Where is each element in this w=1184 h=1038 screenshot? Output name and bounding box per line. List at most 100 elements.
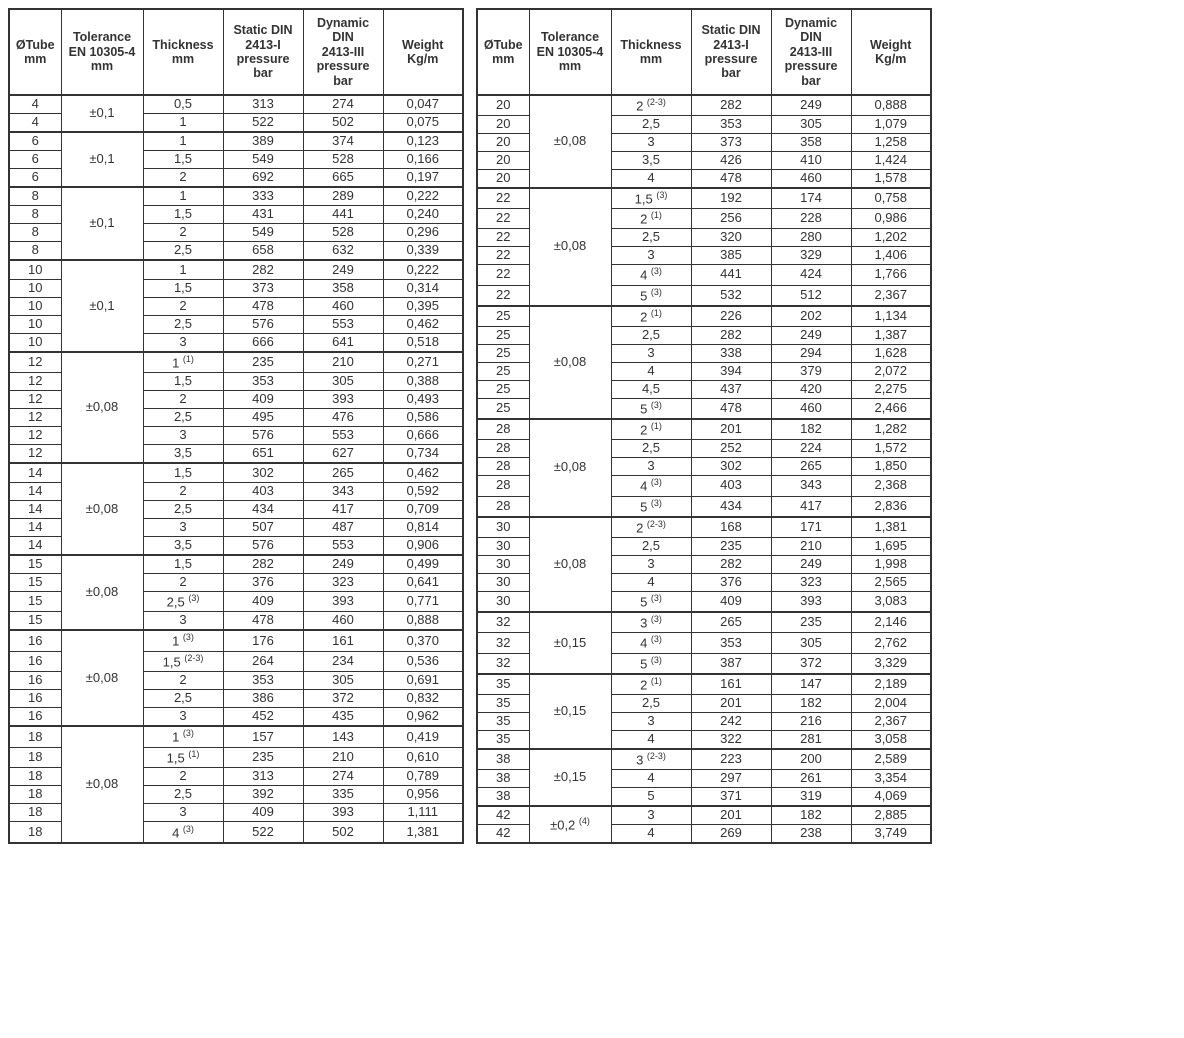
tube-diameter: 12 [9, 391, 61, 409]
weight-value: 0,197 [383, 169, 463, 188]
weight-value: 1,766 [851, 265, 931, 285]
tube-diameter: 15 [9, 591, 61, 611]
thickness: 2,5 [611, 327, 691, 345]
col-header: WeightKg/m [383, 9, 463, 95]
thickness: 3 (2-3) [611, 749, 691, 770]
thickness: 5 (3) [611, 653, 691, 674]
weight-value: 0,370 [383, 630, 463, 651]
tube-diameter: 20 [477, 95, 529, 116]
tube-diameter: 10 [9, 315, 61, 333]
tube-diameter: 28 [477, 496, 529, 517]
thickness: 3 [143, 518, 223, 536]
dynamic-value: 323 [303, 573, 383, 591]
thickness: 5 (3) [611, 398, 691, 419]
tube-diameter: 16 [9, 690, 61, 708]
dynamic-value: 393 [771, 591, 851, 612]
dynamic-value: 487 [303, 518, 383, 536]
dynamic-value: 379 [771, 362, 851, 380]
tolerance: ±0,15 [529, 612, 611, 674]
weight-value: 0,956 [383, 786, 463, 804]
dynamic-value: 249 [771, 555, 851, 573]
tube-diameter: 8 [9, 206, 61, 224]
weight-value: 3,083 [851, 591, 931, 612]
tube-diameter: 8 [9, 224, 61, 242]
weight-value: 1,134 [851, 306, 931, 327]
tube-diameter: 28 [477, 458, 529, 476]
tube-diameter: 6 [9, 169, 61, 188]
static-value: 522 [223, 822, 303, 843]
thickness: 1 [143, 113, 223, 132]
static-value: 297 [691, 770, 771, 788]
static-value: 389 [223, 132, 303, 151]
tolerance: ±0,15 [529, 749, 611, 806]
weight-value: 0,536 [383, 651, 463, 671]
static-value: 692 [223, 169, 303, 188]
dynamic-value: 274 [303, 768, 383, 786]
static-value: 409 [223, 391, 303, 409]
tube-diameter: 20 [477, 152, 529, 170]
thickness: 2,5 [143, 500, 223, 518]
static-value: 235 [691, 538, 771, 556]
weight-value: 0,395 [383, 297, 463, 315]
dynamic-value: 249 [303, 260, 383, 279]
tube-diameter: 10 [9, 279, 61, 297]
static-value: 322 [691, 731, 771, 749]
table-row: 14±0,081,53022650,462 [9, 463, 463, 482]
dynamic-value: 460 [771, 398, 851, 419]
dynamic-value: 460 [303, 612, 383, 631]
static-value: 256 [691, 209, 771, 229]
dynamic-value: 343 [303, 482, 383, 500]
weight-value: 0,493 [383, 391, 463, 409]
dynamic-value: 358 [303, 279, 383, 297]
tube-diameter: 30 [477, 517, 529, 538]
tube-diameter: 14 [9, 518, 61, 536]
thickness: 2,5 [611, 538, 691, 556]
tube-diameter: 16 [9, 708, 61, 727]
dynamic-value: 294 [771, 345, 851, 363]
dynamic-value: 182 [771, 806, 851, 824]
tolerance: ±0,2 (4) [529, 806, 611, 843]
tube-diameter: 35 [477, 674, 529, 695]
dynamic-value: 182 [771, 695, 851, 713]
table-row: 35±0,152 (1)1611472,189 [477, 674, 931, 695]
thickness: 2 (1) [611, 419, 691, 440]
tube-diameter: 22 [477, 209, 529, 229]
dynamic-value: 174 [771, 188, 851, 209]
weight-value: 0,758 [851, 188, 931, 209]
table-row: 28±0,082 (1)2011821,282 [477, 419, 931, 440]
spec-table-right: ØTubemmToleranceEN 10305-4mmThicknessmmS… [476, 8, 932, 844]
tube-diameter: 14 [9, 536, 61, 555]
tolerance: ±0,1 [61, 260, 143, 351]
thickness: 2 [143, 482, 223, 500]
tube-diameter: 18 [9, 786, 61, 804]
static-value: 353 [223, 373, 303, 391]
thickness: 1,5 [143, 279, 223, 297]
static-value: 394 [691, 362, 771, 380]
table-row: 22±0,081,5 (3)1921740,758 [477, 188, 931, 209]
tube-diameter: 32 [477, 653, 529, 674]
weight-value: 2,565 [851, 573, 931, 591]
col-header: Static DIN2413-Ipressurebar [223, 9, 303, 95]
thickness: 1,5 [143, 463, 223, 482]
thickness: 2,5 [611, 440, 691, 458]
tube-diameter: 18 [9, 768, 61, 786]
weight-value: 0,518 [383, 333, 463, 352]
thickness: 3 [143, 804, 223, 822]
tube-diameter: 12 [9, 427, 61, 445]
thickness: 2 [143, 297, 223, 315]
thickness: 2,5 [143, 786, 223, 804]
dynamic-value: 502 [303, 822, 383, 843]
thickness: 3 [143, 427, 223, 445]
tube-diameter: 35 [477, 695, 529, 713]
weight-value: 0,586 [383, 409, 463, 427]
thickness: 4 [611, 573, 691, 591]
tolerance: ±0,08 [529, 188, 611, 306]
static-value: 201 [691, 695, 771, 713]
tube-diameter: 25 [477, 380, 529, 398]
weight-value: 0,271 [383, 352, 463, 373]
tube-diameter: 15 [9, 555, 61, 574]
static-value: 282 [223, 555, 303, 574]
thickness: 2 (1) [611, 306, 691, 327]
static-value: 549 [223, 151, 303, 169]
dynamic-value: 393 [303, 391, 383, 409]
